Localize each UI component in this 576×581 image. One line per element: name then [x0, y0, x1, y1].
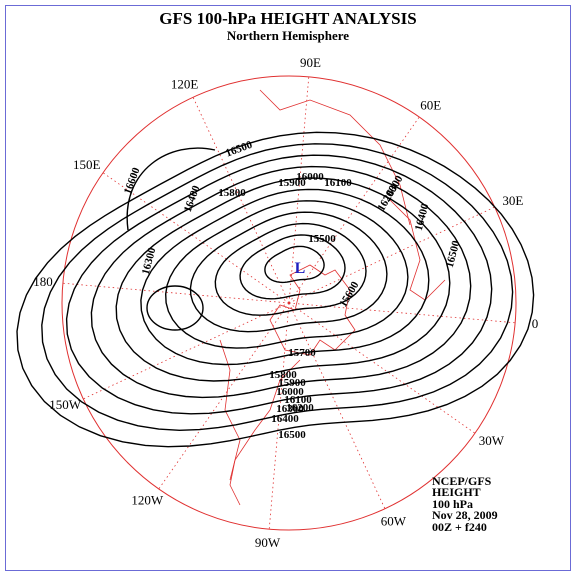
- contour-label: 16400: [413, 202, 432, 232]
- longitude-label: 30E: [502, 193, 523, 208]
- contour: [126, 147, 216, 231]
- info-line: 00Z + f240: [432, 520, 487, 534]
- contour-label: 15500: [308, 233, 336, 245]
- contour-label: 16400: [182, 184, 203, 214]
- longitude-label: 150W: [49, 397, 82, 412]
- contour: [90, 165, 472, 399]
- meridian: [62, 282, 290, 304]
- contour: [16, 131, 535, 448]
- contour-label: 16500: [224, 139, 254, 160]
- longitude-label: 180: [33, 274, 53, 289]
- contour-label: 15800: [218, 187, 246, 199]
- contour-label: 15800: [269, 369, 297, 381]
- contour-label: 15700: [288, 347, 316, 359]
- contour: [146, 285, 204, 331]
- coastline: [259, 89, 411, 226]
- info-line: 100 hPa: [432, 497, 473, 511]
- contour: [239, 234, 346, 300]
- frame: [5, 5, 571, 571]
- contour-label: 16200: [286, 402, 314, 414]
- contour-label: 16400: [271, 413, 299, 425]
- contour: [140, 188, 430, 366]
- meridian: [102, 172, 290, 304]
- info-line: NCEP/GFS: [432, 474, 492, 488]
- contour-label: 16100: [324, 177, 352, 189]
- coastline: [269, 264, 356, 356]
- info-line: HEIGHT: [432, 485, 481, 499]
- contour: [164, 200, 409, 349]
- contour: [65, 154, 493, 415]
- contour-label: 16300: [381, 173, 405, 203]
- longitude-label: 0: [532, 316, 539, 331]
- meridian: [288, 206, 495, 304]
- meridian: [192, 97, 290, 304]
- longitude-label: 30W: [479, 433, 505, 448]
- contour: [41, 143, 514, 432]
- longitude-label: 120W: [131, 492, 164, 507]
- contour: [214, 222, 367, 316]
- coastline: [389, 199, 446, 301]
- contour: [189, 211, 388, 333]
- longitude-label: 90W: [255, 535, 281, 550]
- contour-label: 16300: [276, 403, 304, 415]
- info-line: Nov 28, 2009: [432, 508, 498, 522]
- meridian: [288, 302, 516, 324]
- meridian: [288, 302, 386, 509]
- longitude-label: 120E: [171, 77, 199, 92]
- contour: [115, 177, 451, 382]
- contour-label: 16300: [140, 246, 159, 276]
- longitude-label: 150E: [73, 157, 101, 172]
- contour-label: 16600: [122, 166, 143, 196]
- coastlines: [219, 89, 446, 506]
- contour: [264, 245, 325, 284]
- longitude-label: 60E: [420, 98, 441, 113]
- contour-label: 16000: [296, 171, 324, 183]
- coastline: [219, 339, 241, 481]
- contour-label: 16500: [278, 429, 306, 441]
- contour-label: 16000: [276, 386, 304, 398]
- low-marker: L: [295, 260, 306, 277]
- meridian: [288, 302, 476, 434]
- longitude-label: 60W: [381, 513, 407, 528]
- meridian: [83, 302, 290, 400]
- contour-label: 15900: [278, 377, 306, 389]
- contour-label: 15600: [337, 279, 361, 309]
- hemisphere-boundary: [61, 75, 517, 531]
- coastline: [229, 359, 301, 506]
- title: GFS 100-hPa HEIGHT ANALYSIS: [159, 9, 416, 28]
- contour-label: 16100: [284, 394, 312, 406]
- contour-label: 16500: [444, 239, 463, 269]
- contour-label: 15900: [278, 177, 306, 189]
- subtitle: Northern Hemisphere: [227, 28, 349, 43]
- longitude-label: 90E: [300, 55, 321, 70]
